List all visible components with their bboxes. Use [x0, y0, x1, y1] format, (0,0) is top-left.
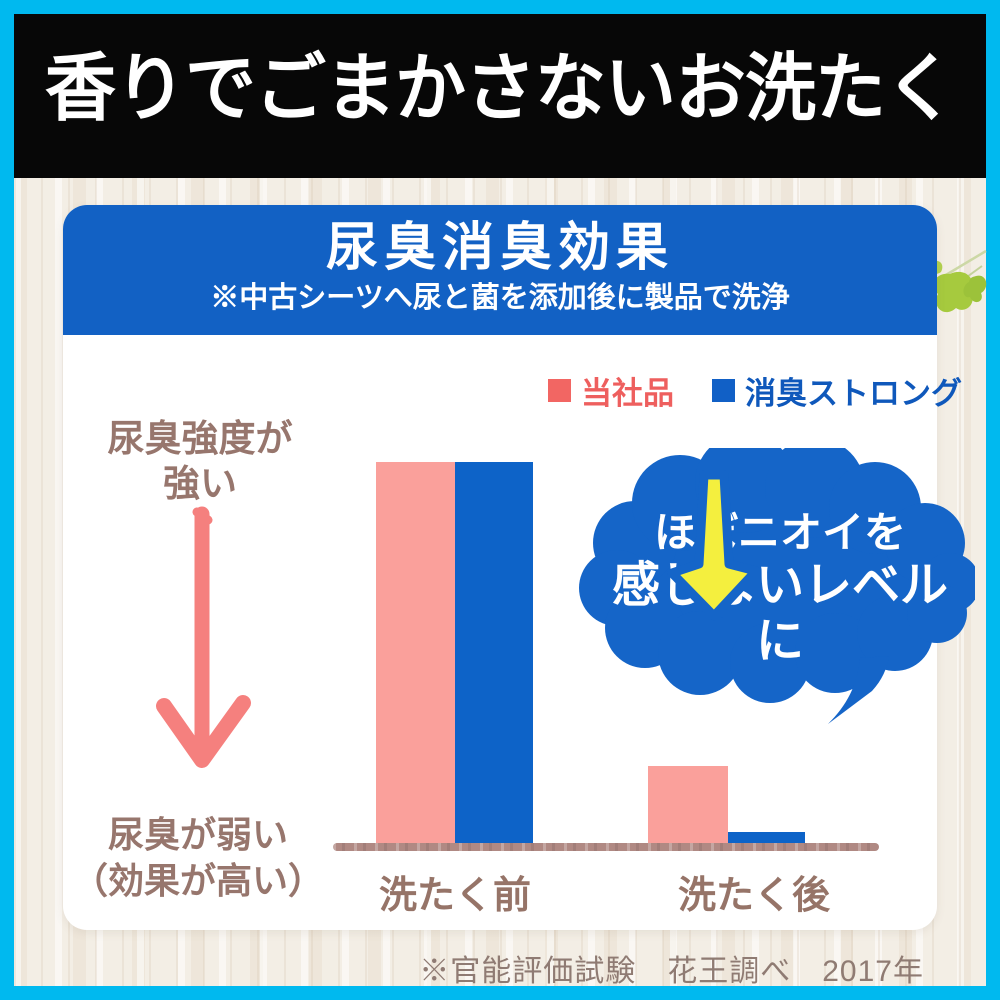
- category-label-before: 洗たく前: [378, 875, 531, 917]
- axis-label-weak: 尿臭が弱い （効果が高い）: [48, 812, 348, 904]
- axis-label-weak-line2: （効果が高い）: [71, 860, 324, 901]
- legend-label-our-product: 当社品: [581, 376, 674, 411]
- axis-label-strong-line2: 強い: [163, 463, 237, 504]
- legend-swatch-deodorant-strong: [712, 379, 735, 402]
- category-label-after: 洗たく後: [677, 875, 830, 917]
- callout-line1: ほぼニオイを: [653, 509, 906, 556]
- bar-before-deodorant-strong: [455, 462, 533, 847]
- panel-subtitle: ※中古シーツへ尿と菌を添加後に製品で洗浄: [210, 282, 790, 314]
- axis-label-weak-line1: 尿臭が弱い: [107, 814, 288, 855]
- cloud-callout-text: ほぼニオイを 感じないレベルに: [590, 508, 970, 670]
- panel-title: 尿臭消臭効果: [325, 219, 674, 277]
- legend-label-deodorant-strong: 消臭ストロング: [745, 376, 962, 411]
- bar-before-our-product: [376, 462, 455, 847]
- top-banner: 香りでごまかさないお洗たく: [14, 14, 986, 178]
- axis-label-strong-line1: 尿臭強度が: [107, 418, 293, 459]
- axis-label-strong: 尿臭強度が 強い: [70, 416, 330, 506]
- callout-line2: 感じないレベルに: [611, 559, 948, 668]
- chart-legend: 当社品 消臭ストロング: [548, 368, 962, 413]
- footnote: ※官能評価試験 花王調べ 2017年: [419, 955, 924, 988]
- bar-after-our-product: [648, 766, 728, 847]
- legend-swatch-our-product: [548, 379, 571, 402]
- chart-baseline: [333, 843, 879, 851]
- banner-title: 香りでごまかさないお洗たく: [44, 48, 956, 131]
- panel-header: 尿臭消臭効果 ※中古シーツへ尿と菌を添加後に製品で洗浄: [63, 205, 937, 335]
- down-arrow-highlight-icon: [667, 470, 761, 621]
- down-arrow-crayon-icon: [156, 506, 251, 768]
